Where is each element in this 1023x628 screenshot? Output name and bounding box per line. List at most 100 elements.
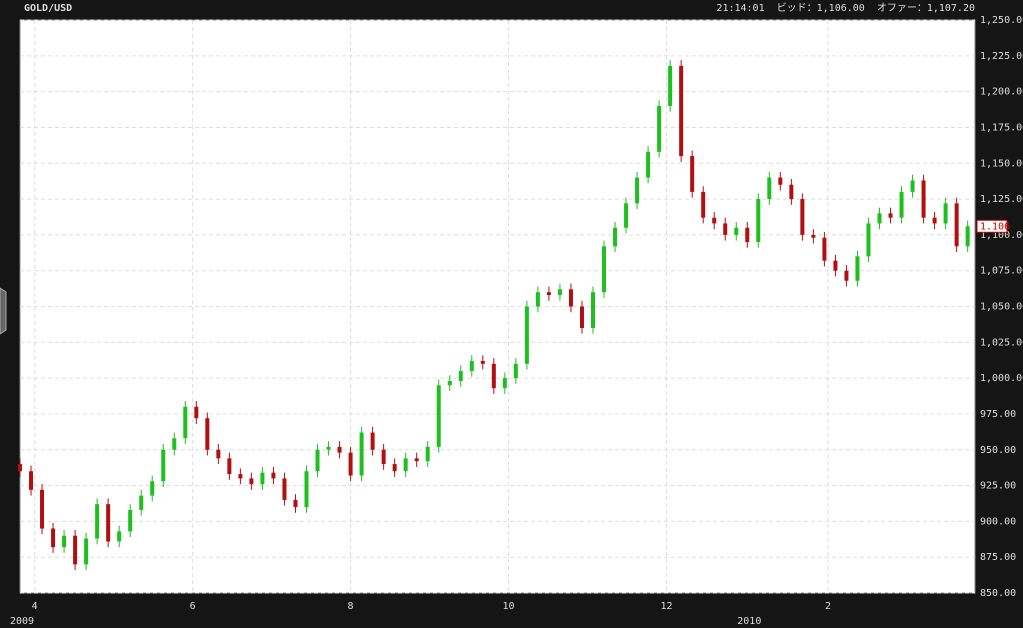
y-tick-label: 1,200.00 bbox=[980, 87, 1023, 98]
candle-body bbox=[557, 289, 562, 296]
candle-body bbox=[348, 452, 353, 476]
candle-body bbox=[40, 489, 45, 529]
y-tick-label: 1,075.00 bbox=[980, 266, 1023, 277]
candle-body bbox=[84, 538, 89, 565]
candle-body bbox=[524, 306, 529, 364]
candle-body bbox=[227, 458, 232, 475]
year-label: 2009 bbox=[10, 616, 34, 627]
candle-body bbox=[491, 363, 496, 389]
candle-body bbox=[668, 65, 673, 106]
candle-body bbox=[458, 370, 463, 381]
candle-body bbox=[128, 509, 133, 532]
quote: 21:14:01 ビッド：1,106.00 オファー：1,107.20 bbox=[716, 2, 975, 14]
y-tick-label: 1,125.00 bbox=[980, 194, 1023, 205]
year-label: 2010 bbox=[737, 616, 761, 627]
x-tick-label: 4 bbox=[32, 601, 38, 612]
chart-title: GOLD/USD bbox=[24, 3, 72, 14]
candle-body bbox=[205, 418, 210, 450]
candle-body bbox=[954, 203, 959, 247]
candle-body bbox=[756, 199, 761, 243]
candle-body bbox=[282, 478, 287, 500]
candle-body bbox=[745, 227, 750, 243]
y-tick-label: 1,250.00 bbox=[980, 15, 1023, 26]
candle-body bbox=[767, 177, 772, 200]
candle-body bbox=[238, 474, 243, 479]
candle-body bbox=[304, 471, 309, 508]
candle-body bbox=[877, 213, 882, 224]
candle-body bbox=[624, 203, 629, 228]
candle-body bbox=[800, 199, 805, 235]
y-tick-label: 1,225.00 bbox=[980, 51, 1023, 62]
candle-body bbox=[943, 203, 948, 224]
candle-body bbox=[602, 246, 607, 293]
candle-body bbox=[866, 223, 871, 257]
candle-body bbox=[844, 270, 849, 281]
candle-body bbox=[701, 191, 706, 218]
candle-body bbox=[723, 223, 728, 235]
candle-body bbox=[899, 191, 904, 218]
candle-body bbox=[921, 180, 926, 218]
x-tick-label: 6 bbox=[190, 601, 196, 612]
candle-body bbox=[965, 226, 970, 247]
candle-body bbox=[932, 217, 937, 224]
candle-body bbox=[73, 535, 78, 565]
candle-body bbox=[106, 504, 111, 542]
side-tab[interactable] bbox=[0, 287, 7, 335]
x-tick-label: 8 bbox=[348, 601, 354, 612]
candle-body bbox=[392, 464, 397, 472]
y-tick-label: 1,050.00 bbox=[980, 302, 1023, 313]
x-tick-label: 10 bbox=[502, 601, 514, 612]
candle-body bbox=[646, 151, 651, 178]
candle-body bbox=[51, 528, 56, 548]
x-tick-label: 12 bbox=[660, 601, 672, 612]
candle-body bbox=[568, 289, 573, 307]
candle-body bbox=[403, 458, 408, 472]
candle-body bbox=[679, 65, 684, 157]
candle-body bbox=[326, 446, 331, 450]
candle-body bbox=[657, 105, 662, 152]
candle-body bbox=[513, 363, 518, 379]
y-tick-label: 1,025.00 bbox=[980, 337, 1023, 348]
candle-body bbox=[811, 234, 816, 238]
y-tick-label: 900.00 bbox=[980, 516, 1016, 527]
candle-body bbox=[480, 360, 485, 364]
last-price-label: 1.106 bbox=[980, 221, 1010, 232]
candle-body bbox=[469, 360, 474, 371]
candle-body bbox=[183, 406, 188, 439]
y-tick-label: 1,175.00 bbox=[980, 122, 1023, 133]
candle-body bbox=[95, 504, 100, 539]
x-tick-label: 2 bbox=[825, 601, 831, 612]
candle-body bbox=[249, 478, 254, 485]
candle-body bbox=[172, 438, 177, 450]
candle-body bbox=[293, 499, 298, 508]
candle-body bbox=[216, 449, 221, 459]
y-tick-label: 1,150.00 bbox=[980, 158, 1023, 169]
candle-body bbox=[18, 464, 22, 472]
y-tick-label: 875.00 bbox=[980, 552, 1016, 563]
candle-body bbox=[359, 432, 364, 476]
candle-body bbox=[29, 471, 34, 490]
y-tick-label: 950.00 bbox=[980, 445, 1016, 456]
y-tick-label: 1,000.00 bbox=[980, 373, 1023, 384]
candle-body bbox=[425, 446, 430, 462]
y-tick-label: 975.00 bbox=[980, 409, 1016, 420]
candle-body bbox=[502, 378, 507, 389]
last-price-box bbox=[976, 219, 1008, 233]
candle-body bbox=[635, 177, 640, 204]
candle-body bbox=[337, 446, 342, 453]
candle-body bbox=[370, 432, 375, 450]
candle-body bbox=[579, 306, 584, 328]
candle-body bbox=[117, 531, 122, 542]
candle-body bbox=[535, 292, 540, 307]
candle-body bbox=[161, 449, 166, 482]
y-tick-label: 850.00 bbox=[980, 588, 1016, 599]
candle-body bbox=[712, 217, 717, 224]
candle-body bbox=[62, 535, 67, 548]
candle-body bbox=[260, 472, 265, 485]
candle-body bbox=[734, 227, 739, 235]
candle-body bbox=[888, 213, 893, 218]
candle-body bbox=[789, 184, 794, 200]
candle-body bbox=[447, 380, 452, 386]
candle-body bbox=[381, 449, 386, 465]
